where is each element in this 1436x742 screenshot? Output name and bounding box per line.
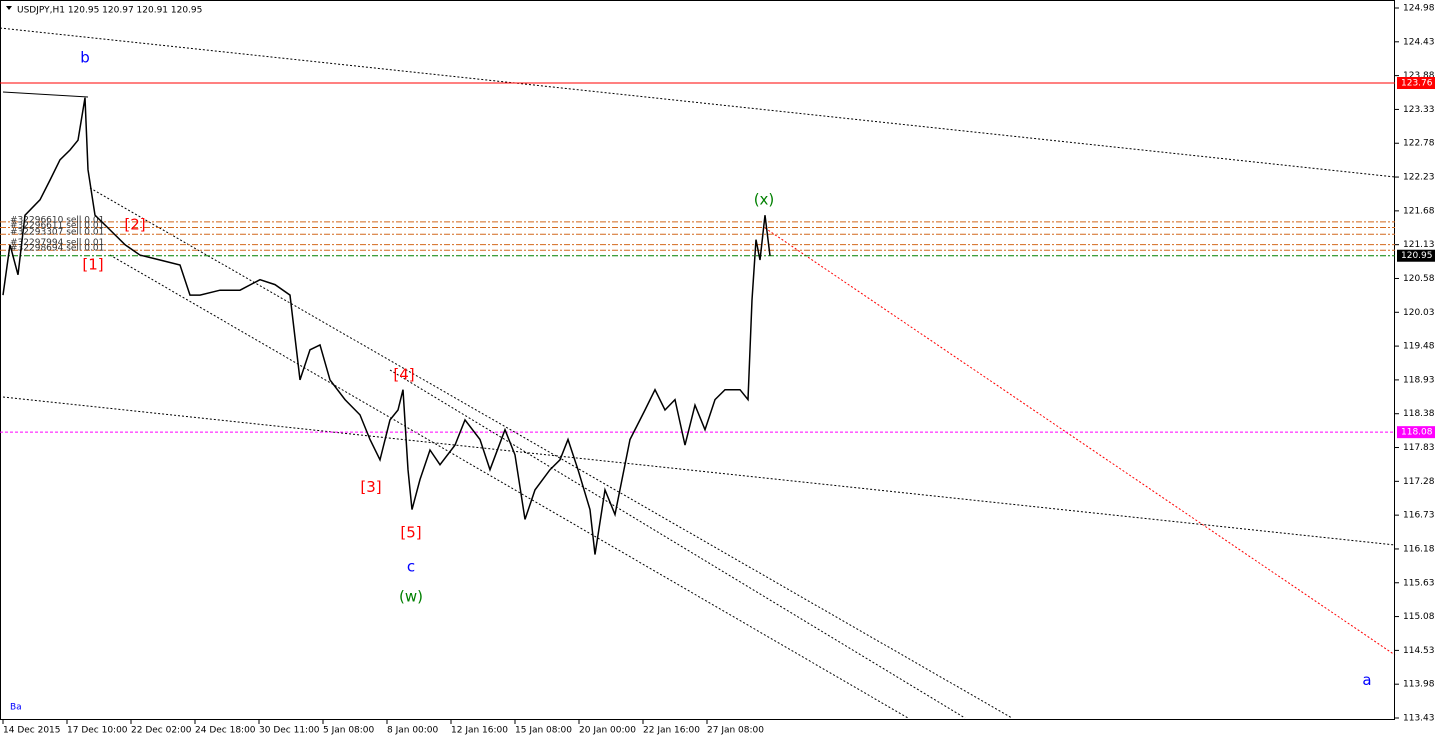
y-tick-label: 115.08	[1403, 612, 1435, 622]
trend-line	[2, 396, 1396, 546]
y-tick-label: 113.98	[1403, 680, 1435, 690]
x-tick-label: 5 Jan 08:00	[323, 726, 375, 736]
x-tick-label: 8 Jan 00:00	[387, 726, 439, 736]
x-tick-label: 22 Dec 02:00	[131, 726, 192, 736]
channel-line	[89, 187, 1013, 719]
wave-label: c	[407, 557, 415, 575]
x-tick-label: 15 Jan 08:00	[515, 726, 572, 736]
menu-arrow	[6, 6, 12, 10]
wave-label: [3]	[360, 478, 381, 496]
wave-label: [4]	[393, 365, 414, 383]
wave-label: [1]	[82, 255, 103, 273]
x-tick-label: 27 Jan 08:00	[707, 726, 764, 736]
wave-label: b	[80, 48, 90, 66]
y-tick-label: 117.28	[1403, 477, 1435, 487]
price-line	[2, 97, 771, 555]
x-tick-label: 20 Jan 00:00	[579, 726, 636, 736]
wave-label: a	[1362, 671, 1371, 689]
y-tick-label: 122.78	[1403, 139, 1435, 149]
top-line	[2, 91, 89, 98]
y-tick-label: 124.43	[1403, 37, 1435, 47]
red-trend-line	[764, 227, 1396, 656]
order-label: #32296610 sell 0.01	[10, 215, 104, 225]
x-tick-label: 14 Dec 2015	[3, 726, 61, 736]
y-tick-label: 123.33	[1403, 105, 1435, 115]
y-tick-label: 120.03	[1403, 308, 1435, 318]
order-label: #32293307 sell 0.01	[10, 228, 104, 238]
wave-label: [2]	[124, 215, 145, 233]
price-tag-label: 123.76	[1401, 78, 1433, 88]
x-tick-label: 30 Dec 11:00	[259, 726, 320, 736]
y-tick-label: 116.18	[1403, 544, 1435, 554]
wave-label: (w)	[399, 587, 423, 605]
order-label: #32296611 sell 0.01	[10, 221, 104, 231]
y-tick-label: 123.88	[1403, 71, 1435, 81]
footer-text: Ba	[10, 703, 22, 713]
wave-label: [5]	[400, 523, 421, 541]
y-tick-label: 116.73	[1403, 511, 1435, 521]
y-tick-label: 118.93	[1403, 375, 1435, 385]
price-tag	[1397, 426, 1435, 439]
x-tick-label: 12 Jan 16:00	[451, 726, 508, 736]
x-tick-label: 24 Dec 18:00	[195, 726, 256, 736]
y-tick-label: 122.23	[1403, 173, 1435, 183]
y-tick-label: 118.38	[1403, 409, 1435, 419]
order-label: #32298694 sell 0.01	[10, 244, 104, 254]
price-tag	[1397, 76, 1435, 89]
y-tick-label: 119.48	[1403, 342, 1435, 352]
price-tag-label: 118.08	[1401, 428, 1433, 438]
trend-lines	[0, 27, 1396, 719]
y-tick-label: 121.68	[1403, 206, 1435, 216]
chart-title: USDJPY,H1 120.95 120.97 120.91 120.95	[17, 6, 202, 16]
y-tick-label: 120.58	[1403, 274, 1435, 284]
channel-line	[389, 369, 966, 719]
price-tag	[1397, 249, 1435, 262]
y-tick-label: 115.63	[1403, 578, 1435, 588]
y-tick-label: 121.13	[1403, 240, 1435, 250]
price-tag-label: 120.95	[1401, 251, 1433, 261]
y-tick-label: 117.83	[1403, 443, 1435, 453]
y-tick-label: 114.53	[1403, 646, 1435, 656]
trend-line	[0, 27, 1396, 178]
x-tick-label: 22 Jan 16:00	[643, 726, 700, 736]
wave-label: (x)	[754, 190, 775, 208]
y-tick-label: 124.98	[1403, 4, 1435, 14]
plot-frame	[0, 0, 1395, 720]
y-tick-label: 113.43	[1403, 714, 1435, 724]
channel-line	[109, 254, 909, 719]
x-tick-label: 17 Dec 10:00	[67, 726, 128, 736]
order-label: #32297994 sell 0.01	[10, 238, 104, 248]
